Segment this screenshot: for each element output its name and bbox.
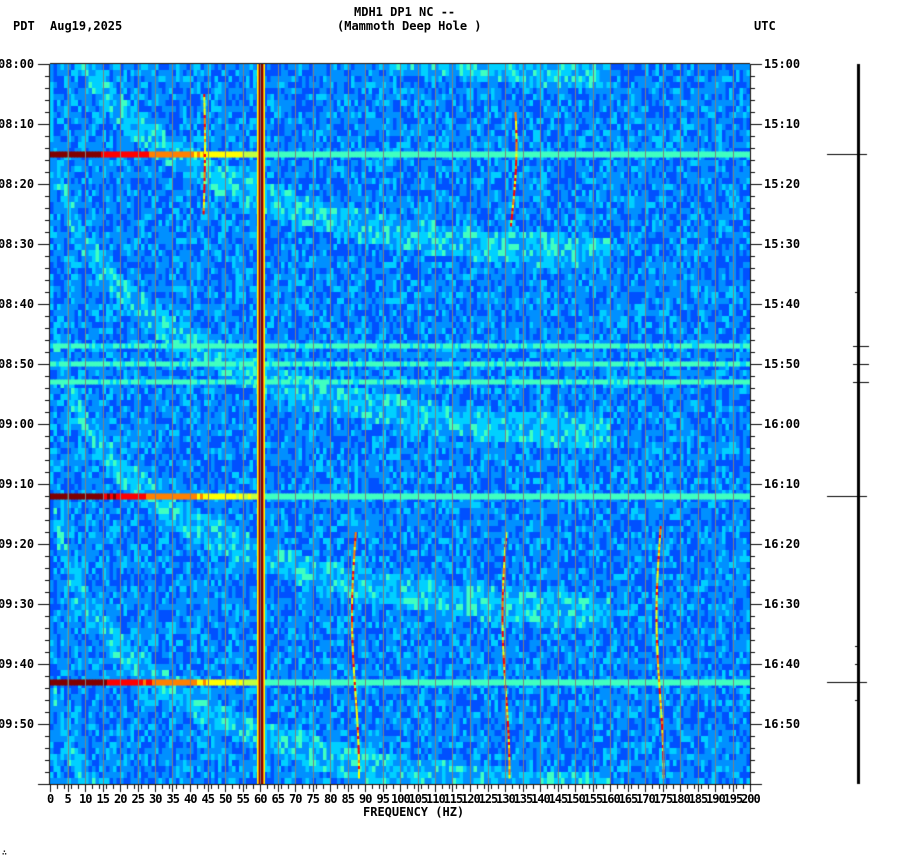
x-tick: 190 [706,792,726,806]
x-tick: 160 [601,792,621,806]
x-tick: 25 [131,792,145,806]
y-tick-left: 09:30 [0,597,35,611]
x-tick: 200 [741,792,761,806]
x-tick: 35 [166,792,180,806]
x-tick: 135 [513,792,534,806]
y-tick-right: 15:40 [764,297,801,311]
y-tick-left: 08:00 [0,57,35,71]
y-tick-left: 09:40 [0,657,35,671]
x-tick: 55 [236,792,250,806]
y-tick-left: 09:00 [0,417,35,431]
y-tick-right: 15:50 [764,357,801,371]
y-tick-right: 15:20 [764,177,801,191]
y-tick-left: 08:30 [0,237,35,251]
y-tick-right: 16:00 [764,417,801,431]
x-tick: 115 [443,792,464,806]
station-line: MDH1 DP1 NC -- [354,5,456,19]
x-tick: 130 [496,792,516,806]
x-tick: 20 [114,792,127,806]
footer-mark: ∴ [2,848,7,857]
x-axis-title: FREQUENCY (HZ) [363,805,465,819]
y-tick-left: 08:40 [0,297,35,311]
y-tick-left: 08:20 [0,177,35,191]
x-tick: 175 [653,792,674,806]
x-tick: 85 [341,792,355,806]
x-tick: 110 [426,792,446,806]
x-tick: 155 [583,792,604,806]
x-tick: 90 [359,792,372,806]
y-tick-left: 09:20 [0,537,35,551]
x-tick: 70 [289,792,302,806]
x-tick: 180 [671,792,691,806]
x-tick: 60 [254,792,267,806]
x-tick: 95 [376,792,390,806]
x-tick: 0 [47,792,54,806]
x-tick: 30 [149,792,162,806]
y-tick-left: 08:50 [0,357,35,371]
x-tick: 170 [636,792,656,806]
x-tick: 75 [306,792,320,806]
y-tick-left: 09:50 [0,717,35,731]
x-tick: 145 [548,792,569,806]
y-tick-right: 16:30 [764,597,801,611]
date-label: Aug19,2025 [50,19,123,33]
left-timezone: PDT [13,19,35,33]
x-tick: 140 [531,792,551,806]
y-tick-left: 09:10 [0,477,35,491]
x-tick: 5 [64,792,72,806]
x-tick: 50 [219,792,232,806]
x-tick: 40 [184,792,197,806]
right-timezone: UTC [754,19,776,33]
y-tick-right: 16:40 [764,657,801,671]
x-tick: 125 [478,792,499,806]
y-tick-right: 16:20 [764,537,801,551]
x-tick: 165 [618,792,639,806]
x-tick: 150 [566,792,586,806]
x-tick: 195 [723,792,744,806]
x-tick: 100 [391,792,411,806]
x-tick: 80 [324,792,337,806]
x-tick: 15 [96,792,110,806]
x-tick: 120 [461,792,481,806]
y-tick-right: 16:50 [764,717,801,731]
spectrogram-plot [50,64,750,784]
y-tick-right: 15:10 [764,117,801,131]
y-tick-right: 15:00 [764,57,801,71]
x-tick: 10 [79,792,92,806]
x-tick: 45 [201,792,215,806]
y-tick-right: 15:30 [764,237,801,251]
x-tick: 185 [688,792,709,806]
y-tick-left: 08:10 [0,117,35,131]
station-name: (Mammoth Deep Hole ) [337,19,482,33]
x-tick: 105 [408,792,429,806]
x-tick: 65 [271,792,285,806]
y-tick-right: 16:10 [764,477,801,491]
